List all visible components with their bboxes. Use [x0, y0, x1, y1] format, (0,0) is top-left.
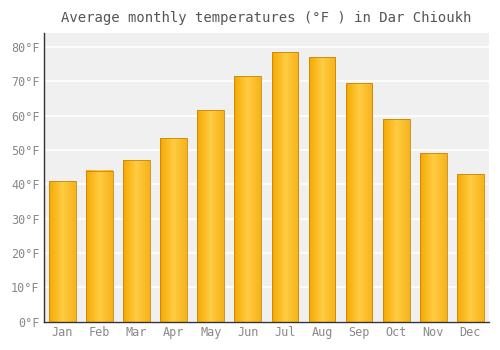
- Title: Average monthly temperatures (°F ) in Dar Chioukh: Average monthly temperatures (°F ) in Da…: [61, 11, 472, 25]
- Bar: [234, 76, 261, 322]
- Bar: [123, 160, 150, 322]
- Bar: [420, 153, 446, 322]
- Bar: [457, 174, 483, 322]
- Bar: [346, 83, 372, 322]
- Bar: [160, 138, 187, 322]
- Bar: [86, 170, 113, 322]
- Bar: [308, 57, 336, 322]
- Bar: [272, 52, 298, 322]
- Bar: [383, 119, 409, 322]
- Bar: [198, 111, 224, 322]
- Bar: [49, 181, 76, 322]
